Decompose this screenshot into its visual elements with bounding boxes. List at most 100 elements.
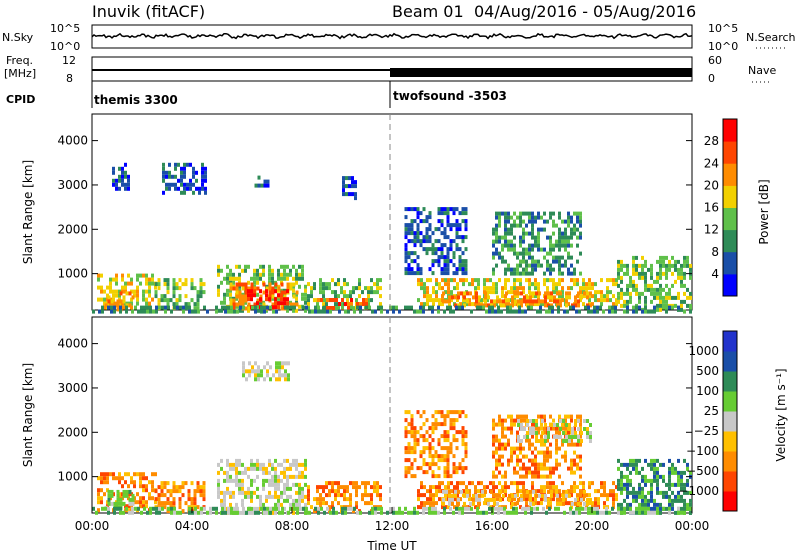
echo-cell	[426, 497, 429, 502]
echo-cell	[437, 410, 441, 415]
echo-cell	[250, 498, 253, 503]
echo-cell	[492, 450, 495, 455]
echo-cell	[295, 290, 299, 295]
echo-cell	[189, 182, 192, 187]
echo-cell	[623, 498, 626, 503]
echo-cell	[589, 423, 592, 427]
echo-cell	[458, 430, 462, 435]
echo-cell	[440, 247, 444, 252]
echo-cell	[567, 430, 570, 435]
echo-cell	[431, 426, 435, 431]
echo-cell	[474, 286, 477, 291]
echo-cell	[632, 309, 635, 314]
echo-cell	[313, 509, 316, 514]
echo-cell	[503, 510, 506, 515]
echo-cell	[274, 297, 277, 302]
colorbar-tick-label: 25	[704, 404, 719, 418]
echo-cell	[570, 493, 573, 498]
echo-cell	[158, 305, 161, 310]
echo-cell	[564, 450, 567, 455]
echo-cell	[577, 299, 580, 304]
echo-cell	[472, 295, 475, 300]
echo-cell	[668, 510, 671, 515]
echo-cell	[457, 291, 460, 296]
echo-cell	[310, 294, 313, 299]
echo-cell	[226, 272, 229, 277]
echo-cell	[212, 506, 215, 511]
echo-cell	[187, 493, 191, 498]
echo-cell	[635, 510, 638, 515]
echo-cell	[271, 272, 274, 277]
echo-cell	[422, 470, 426, 475]
echo-cell	[615, 302, 618, 307]
echo-cell	[626, 263, 629, 268]
echo-cell	[165, 186, 168, 191]
echo-cell	[540, 426, 543, 431]
echo-cell	[238, 298, 242, 303]
echo-cell	[559, 291, 562, 296]
echo-cell	[522, 286, 525, 291]
echo-cell	[331, 485, 334, 490]
echo-cell	[247, 466, 250, 471]
echo-cell	[677, 478, 680, 483]
echo-cell	[546, 450, 549, 455]
echo-cell	[550, 295, 553, 300]
echo-cell	[119, 299, 123, 304]
echo-cell	[362, 298, 365, 302]
echo-cell	[301, 276, 304, 281]
echo-cell	[268, 276, 271, 281]
echo-cell	[292, 458, 295, 463]
echo-cell	[431, 243, 435, 248]
echo-cell	[189, 178, 192, 183]
echo-cell	[528, 438, 531, 443]
echo-cell	[576, 462, 579, 467]
echo-cell	[97, 476, 100, 481]
echo-cell	[313, 282, 316, 287]
echo-cell	[103, 492, 106, 497]
echo-cell	[183, 174, 186, 179]
echo-cell	[498, 215, 501, 220]
echo-cell	[230, 506, 233, 511]
echo-cell	[579, 454, 582, 459]
echo-cell	[686, 462, 689, 467]
echo-cell	[449, 410, 453, 415]
colorbar-tick-label: −25	[694, 424, 719, 438]
echo-cell	[617, 275, 620, 280]
echo-cell	[250, 482, 253, 487]
echo-cell	[361, 481, 364, 486]
echo-cell	[118, 476, 121, 481]
echo-cell	[671, 271, 674, 276]
echo-cell	[331, 501, 334, 506]
echo-cell	[280, 297, 283, 302]
echo-cell	[529, 493, 532, 498]
echo-cell	[647, 267, 650, 272]
echo-cell	[555, 438, 558, 443]
echo-cell	[289, 282, 293, 287]
echo-cell	[354, 192, 357, 197]
echo-cell	[322, 302, 325, 307]
echo-cell	[537, 474, 540, 479]
echo-cell	[342, 184, 345, 189]
echo-cell	[677, 305, 680, 310]
echo-cell	[546, 235, 549, 240]
echo-cell	[450, 298, 453, 303]
echo-cell	[199, 489, 203, 494]
echo-cell	[609, 278, 612, 283]
echo-cell	[125, 493, 129, 498]
echo-cell	[355, 286, 358, 291]
echo-cell	[319, 497, 322, 502]
echo-cell	[199, 286, 203, 291]
echo-cell	[547, 427, 550, 431]
echo-cell	[190, 481, 194, 486]
echo-cell	[529, 497, 532, 502]
echo-cell	[220, 502, 223, 507]
echo-cell	[482, 305, 485, 310]
echo-cell	[517, 439, 520, 443]
echo-cell	[588, 485, 591, 490]
echo-cell	[337, 294, 340, 299]
echo-cell	[292, 294, 296, 299]
echo-cell	[449, 422, 453, 427]
echo-cell	[534, 235, 537, 240]
echo-region	[404, 410, 468, 479]
echo-cell	[166, 489, 170, 494]
